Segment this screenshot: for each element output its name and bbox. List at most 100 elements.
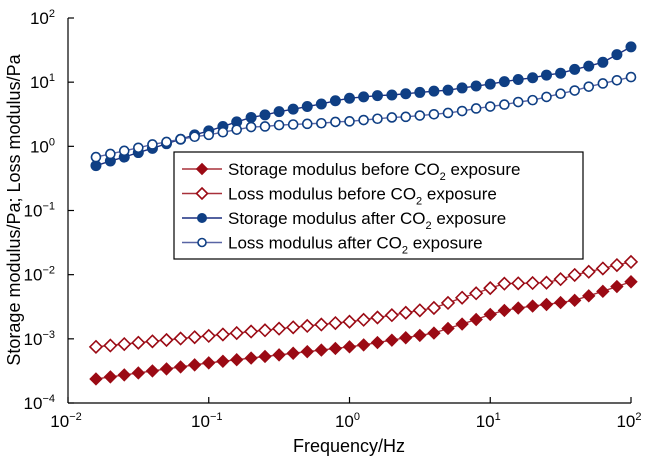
data-point [567,293,582,308]
data-point [217,126,229,138]
data-point [483,307,497,322]
data-point [454,290,470,305]
data-point [399,331,413,345]
data-point [301,101,313,113]
data-point [301,118,313,130]
data-point [484,78,496,90]
data-point [400,111,412,123]
data-point [329,95,341,107]
data-point [384,308,400,323]
legend-label-tail: exposure [446,160,521,179]
data-point [259,121,271,132]
data-point [300,344,314,359]
data-point [370,335,385,350]
series-0 [89,275,638,386]
data-point [442,107,454,119]
data-point [386,112,398,123]
data-point [456,82,468,94]
legend-marker [195,162,209,176]
x-tick-label-base: 10 [50,412,69,431]
data-point [596,284,610,299]
data-point [229,325,244,341]
legend-item: Storage modulus before CO2 exposure [182,160,520,183]
data-point [623,254,639,270]
data-point [147,139,158,150]
data-point [428,108,440,120]
data-point [525,299,540,313]
series-1 [88,254,639,354]
data-point [287,119,299,130]
data-point [497,303,512,318]
data-point [611,74,623,86]
y-tick-label-base: 10 [30,137,49,156]
data-point [441,321,455,336]
data-point [231,124,243,135]
data-point [286,320,301,335]
data-point [286,346,300,360]
y-tick-label-exp: −3 [42,329,55,341]
x-tick-label-exp: 0 [354,411,360,423]
data-point [342,314,357,329]
data-point [625,41,637,53]
data-point [428,85,440,97]
data-point [371,90,383,102]
data-point [567,267,582,283]
y-tick-label-exp: 2 [49,8,55,20]
data-point [314,317,329,332]
legend-label-main: Loss modulus before CO [228,185,416,204]
data-point [316,117,327,129]
data-point [527,72,539,84]
data-point [243,324,259,339]
x-tick-label-base: 10 [191,412,210,431]
data-point [597,78,609,89]
data-point [344,92,355,104]
data-point [175,133,186,145]
data-point [484,101,496,112]
y-tick-label: 102 [30,8,55,28]
data-point [469,286,484,301]
data-point [117,336,132,352]
y-tick-label: 10−1 [24,201,55,221]
x-ticks: 10−2 10−1 100 101 102 [50,397,642,431]
x-tick-label: 10−1 [191,411,222,431]
y-tick-label-exp: −4 [42,393,55,405]
data-point [159,362,174,376]
y-tick-label: 10−4 [24,393,55,413]
data-point [328,315,343,331]
data-point [133,142,144,154]
legend-label-sub: 2 [402,245,408,257]
data-point [159,332,174,348]
series-layer [88,41,639,386]
data-point [569,85,580,96]
data-point [469,312,483,327]
legend-label-tail: exposure [432,209,507,228]
y-axis-title: Storage modulus/Pa; Loss modulus/Pa [4,53,24,365]
data-point [624,275,638,289]
legend-item: Loss modulus before CO2 exposure [182,185,497,208]
data-point [271,321,287,336]
data-point [202,356,216,370]
y-tick-label: 10−3 [24,329,55,349]
y-tick-label-exp: −2 [42,265,55,277]
data-point [581,264,596,279]
legend-label: Storage modulus before CO2 exposure [228,160,520,183]
x-tick-label: 100 [335,411,360,431]
data-point [414,86,426,98]
x-tick-label: 102 [616,411,641,431]
y-tick-label-base: 10 [24,202,43,221]
y-tick-label: 100 [30,136,55,156]
x-tick-label-exp: −2 [69,411,82,423]
legend-item: Storage modulus after CO2 exposure [182,209,506,232]
data-point [583,60,595,72]
data-point [595,261,610,276]
data-point [103,338,118,353]
data-point [118,145,130,157]
y-tick-label-base: 10 [30,73,49,92]
x-tick-label-exp: 1 [495,411,501,423]
y-tick-label-base: 10 [24,330,43,349]
legend-label: Loss modulus after CO2 exposure [228,234,483,257]
y-tick-label-exp: 0 [49,136,55,148]
legend-item: Loss modulus after CO2 exposure [182,234,483,257]
